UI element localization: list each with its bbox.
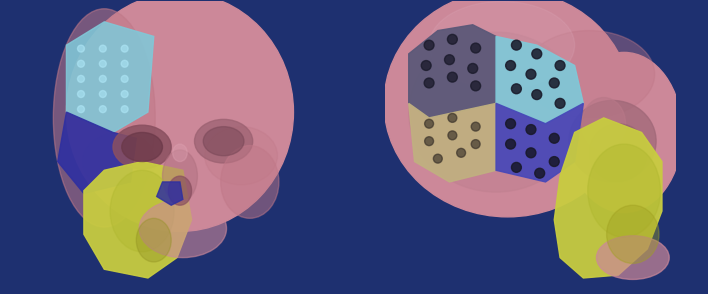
Circle shape bbox=[99, 91, 106, 98]
Polygon shape bbox=[409, 103, 496, 182]
Circle shape bbox=[447, 72, 457, 82]
Circle shape bbox=[445, 55, 455, 65]
Circle shape bbox=[532, 49, 542, 59]
Circle shape bbox=[526, 125, 536, 134]
Circle shape bbox=[424, 40, 434, 50]
Circle shape bbox=[99, 75, 106, 82]
Ellipse shape bbox=[136, 218, 171, 262]
Polygon shape bbox=[496, 103, 583, 182]
Ellipse shape bbox=[409, 32, 583, 192]
Ellipse shape bbox=[566, 52, 683, 213]
Circle shape bbox=[99, 60, 106, 67]
Circle shape bbox=[535, 168, 544, 178]
Ellipse shape bbox=[589, 124, 647, 182]
Circle shape bbox=[121, 60, 128, 67]
Ellipse shape bbox=[113, 125, 171, 169]
Circle shape bbox=[549, 133, 559, 143]
Ellipse shape bbox=[173, 144, 187, 162]
Ellipse shape bbox=[82, 133, 155, 191]
Circle shape bbox=[448, 131, 457, 140]
Circle shape bbox=[121, 45, 128, 52]
Circle shape bbox=[511, 84, 521, 94]
Circle shape bbox=[425, 137, 433, 146]
Circle shape bbox=[472, 122, 480, 131]
Circle shape bbox=[472, 140, 480, 148]
Ellipse shape bbox=[122, 133, 162, 162]
Circle shape bbox=[532, 90, 542, 100]
Polygon shape bbox=[496, 36, 583, 124]
Circle shape bbox=[555, 98, 565, 108]
Circle shape bbox=[511, 162, 521, 172]
Circle shape bbox=[421, 61, 431, 71]
Ellipse shape bbox=[205, 127, 278, 185]
Circle shape bbox=[506, 119, 515, 129]
Circle shape bbox=[77, 91, 84, 98]
Ellipse shape bbox=[110, 170, 174, 252]
Circle shape bbox=[433, 154, 442, 163]
Ellipse shape bbox=[588, 144, 661, 237]
Ellipse shape bbox=[429, 1, 575, 89]
Ellipse shape bbox=[569, 101, 656, 182]
Circle shape bbox=[468, 64, 478, 74]
Ellipse shape bbox=[195, 119, 253, 163]
Circle shape bbox=[526, 69, 536, 79]
Ellipse shape bbox=[139, 199, 227, 258]
Circle shape bbox=[448, 113, 457, 122]
Ellipse shape bbox=[67, 0, 293, 231]
Polygon shape bbox=[409, 25, 496, 118]
Circle shape bbox=[77, 75, 84, 82]
Circle shape bbox=[457, 148, 466, 157]
Circle shape bbox=[549, 78, 559, 88]
Ellipse shape bbox=[53, 9, 155, 227]
Circle shape bbox=[555, 61, 565, 71]
Circle shape bbox=[447, 34, 457, 44]
Circle shape bbox=[99, 106, 106, 113]
Circle shape bbox=[511, 40, 521, 50]
Polygon shape bbox=[84, 162, 192, 278]
Circle shape bbox=[77, 106, 84, 113]
Ellipse shape bbox=[596, 236, 669, 279]
Polygon shape bbox=[156, 182, 183, 205]
Ellipse shape bbox=[203, 127, 244, 156]
Circle shape bbox=[77, 60, 84, 67]
Circle shape bbox=[77, 45, 84, 52]
Polygon shape bbox=[57, 112, 136, 193]
Circle shape bbox=[121, 75, 128, 82]
Polygon shape bbox=[67, 22, 154, 133]
Circle shape bbox=[549, 157, 559, 166]
Circle shape bbox=[424, 78, 434, 88]
Circle shape bbox=[471, 81, 481, 91]
Ellipse shape bbox=[221, 146, 279, 218]
Ellipse shape bbox=[607, 205, 659, 263]
Circle shape bbox=[526, 148, 536, 158]
Circle shape bbox=[506, 139, 515, 149]
Ellipse shape bbox=[384, 0, 632, 217]
Circle shape bbox=[506, 61, 515, 71]
Circle shape bbox=[121, 91, 128, 98]
Ellipse shape bbox=[582, 98, 626, 150]
Ellipse shape bbox=[162, 150, 198, 202]
Circle shape bbox=[99, 45, 106, 52]
Ellipse shape bbox=[524, 31, 655, 118]
Ellipse shape bbox=[169, 176, 192, 205]
Circle shape bbox=[425, 119, 433, 128]
Polygon shape bbox=[554, 118, 662, 278]
Circle shape bbox=[471, 43, 481, 53]
Circle shape bbox=[121, 106, 128, 113]
